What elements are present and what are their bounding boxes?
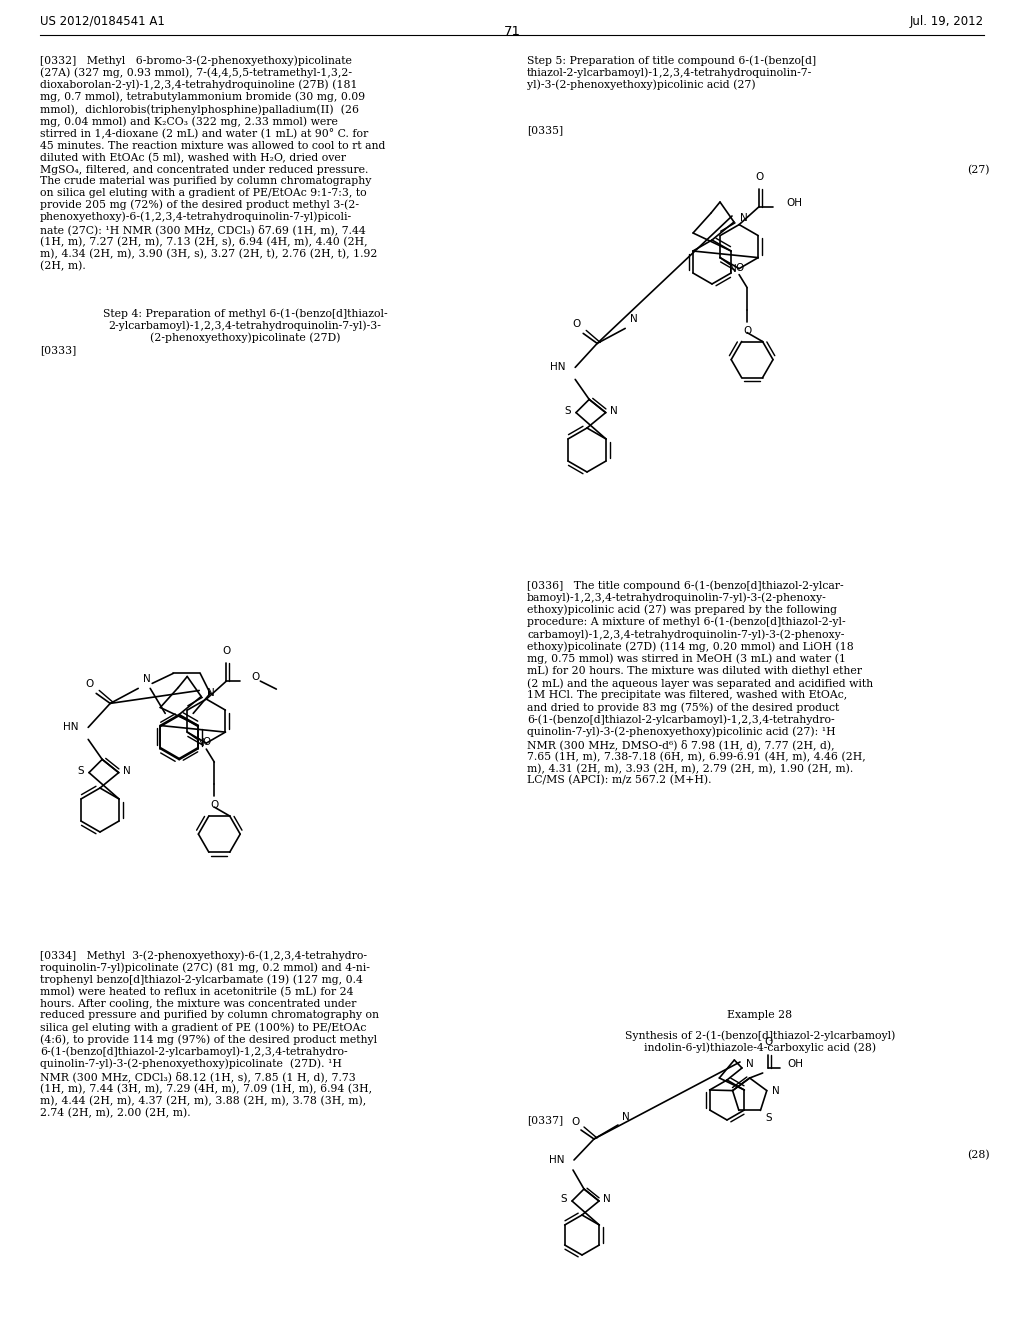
Text: O: O [85, 680, 93, 689]
Text: S: S [766, 1113, 772, 1123]
Text: N: N [623, 1111, 630, 1122]
Text: [0333]: [0333] [40, 345, 76, 355]
Text: OH: OH [786, 198, 802, 207]
Text: O: O [572, 319, 581, 330]
Text: N: N [631, 314, 638, 325]
Text: N: N [123, 766, 131, 776]
Text: S: S [561, 1195, 567, 1204]
Text: [0336]   The title compound 6-(1-(benzo[d]thiazol-2-ylcar-
bamoyl)-1,2,3,4-tetra: [0336] The title compound 6-(1-(benzo[d]… [527, 579, 873, 785]
Text: O: O [210, 800, 218, 810]
Text: 71: 71 [504, 25, 520, 38]
Text: O: O [755, 172, 763, 182]
Text: N: N [197, 738, 205, 748]
Text: O: O [222, 645, 230, 656]
Text: N: N [207, 688, 215, 697]
Text: N: N [143, 675, 152, 684]
Text: (28): (28) [968, 1150, 990, 1160]
Text: O: O [251, 672, 260, 682]
Text: N: N [610, 405, 617, 416]
Text: N: N [772, 1085, 779, 1096]
Text: O: O [735, 263, 743, 273]
Text: [0332]   Methyl   6-bromo-3-(2-phenoxyethoxy)picolinate
(27A) (327 mg, 0.93 mmol: [0332] Methyl 6-bromo-3-(2-phenoxyethoxy… [40, 55, 385, 271]
Text: N: N [603, 1195, 611, 1204]
Text: O: O [202, 737, 210, 747]
Text: HN: HN [550, 363, 565, 372]
Text: N: N [746, 1059, 754, 1069]
Text: Example 28: Example 28 [727, 1010, 793, 1020]
Text: N: N [729, 264, 737, 273]
Text: O: O [743, 326, 752, 335]
Text: HN: HN [549, 1155, 564, 1166]
Text: N: N [740, 213, 748, 223]
Text: Step 4: Preparation of methyl 6-(1-(benzo[d]thiazol-
2-ylcarbamoyl)-1,2,3,4-tetr: Step 4: Preparation of methyl 6-(1-(benz… [102, 308, 387, 343]
Text: US 2012/0184541 A1: US 2012/0184541 A1 [40, 15, 165, 28]
Text: S: S [78, 766, 84, 776]
Text: S: S [564, 405, 571, 416]
Text: Jul. 19, 2012: Jul. 19, 2012 [910, 15, 984, 28]
Text: OH: OH [787, 1059, 804, 1069]
Text: O: O [570, 1117, 580, 1127]
Text: O: O [765, 1038, 773, 1047]
Text: (27): (27) [968, 165, 990, 176]
Text: [0337]: [0337] [527, 1115, 563, 1125]
Text: Synthesis of 2-(1-(benzo[d]thiazol-2-ylcarbamoyl)
indolin-6-yl)thiazole-4-carbox: Synthesis of 2-(1-(benzo[d]thiazol-2-ylc… [625, 1030, 895, 1053]
Text: [0335]: [0335] [527, 125, 563, 135]
Text: HN: HN [62, 722, 78, 733]
Text: [0334]   Methyl  3-(2-phenoxyethoxy)-6-(1,2,3,4-tetrahydro-
roquinolin-7-yl)pico: [0334] Methyl 3-(2-phenoxyethoxy)-6-(1,2… [40, 950, 379, 1118]
Text: Step 5: Preparation of title compound 6-(1-(benzo[d]
thiazol-2-ylcarbamoyl)-1,2,: Step 5: Preparation of title compound 6-… [527, 55, 816, 90]
